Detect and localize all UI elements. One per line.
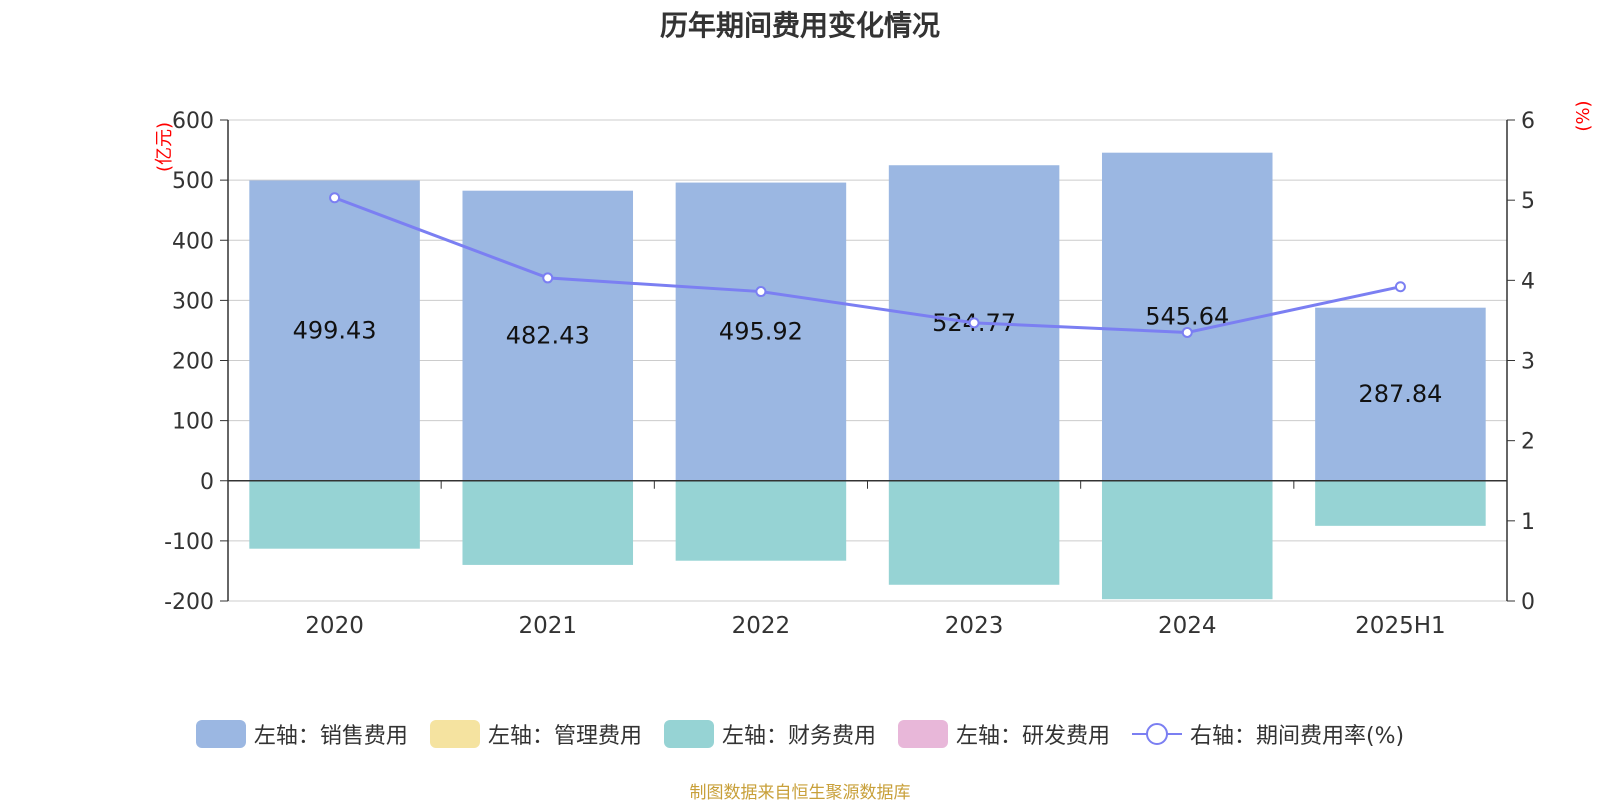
legend-line-marker	[1131, 720, 1182, 748]
right-axis-tick-label: 5	[1521, 189, 1535, 214]
line-point	[329, 192, 341, 204]
bar-sales	[1315, 307, 1486, 481]
legend-swatch	[195, 720, 246, 748]
left-axis-tick-label: -200	[164, 590, 214, 615]
legend-label: 右轴：期间费用率(%)	[1189, 724, 1405, 749]
x-axis-tick-label: 2022	[732, 613, 791, 639]
left-axis-unit: (亿元)	[154, 122, 175, 172]
left-axis-tick-label: 400	[172, 229, 214, 254]
left-axis-tick-label: 500	[172, 169, 214, 194]
data-source: 制图数据来自恒生聚源数据库	[689, 783, 911, 803]
line-point	[1394, 281, 1406, 293]
bar-finance	[888, 480, 1060, 585]
bar-value-label: 499.43	[293, 317, 377, 345]
right-axis-tick-label: 0	[1521, 590, 1535, 615]
left-axis-tick-label: 600	[172, 109, 214, 134]
bar-sales	[675, 182, 847, 481]
bar-sales	[249, 180, 420, 481]
right-axis-tick-label: 1	[1521, 510, 1535, 535]
legend-swatch	[429, 720, 480, 748]
x-axis-tick-label: 2023	[945, 613, 1004, 639]
left-axis-tick-label: -100	[164, 530, 214, 555]
bar-sales	[462, 190, 634, 481]
left-axis-tick-label: 200	[172, 350, 214, 375]
x-axis-tick-label: 2025H1	[1355, 613, 1445, 639]
bar-sales	[1101, 152, 1273, 481]
line-point	[755, 286, 767, 298]
left-axis-tick-label: 100	[172, 410, 214, 435]
right-axis-tick-label: 6	[1521, 109, 1535, 134]
legend-item[interactable]: 左轴：研发费用	[897, 718, 1110, 750]
bar-finance	[675, 480, 847, 561]
bar-value-label: 495.92	[719, 318, 803, 346]
x-axis-tick-label: 2021	[518, 613, 577, 639]
x-axis-tick-label: 2024	[1158, 613, 1217, 639]
chart-legend: 左轴：销售费用 左轴：管理费用 左轴：财务费用 左轴：研发费用 右轴：期间费用率(%)	[0, 718, 1600, 750]
legend-label: 左轴：研发费用	[955, 724, 1110, 749]
legend-label: 左轴：财务费用	[721, 724, 876, 749]
bar-value-label: 482.43	[506, 322, 590, 350]
bar-finance	[462, 480, 634, 565]
line-expense-rate	[334, 196, 1401, 334]
chart-title: 历年期间费用变化情况	[659, 9, 940, 42]
legend-label: 左轴：管理费用	[487, 724, 642, 749]
legend-swatch	[663, 720, 714, 748]
legend-label: 左轴：销售费用	[253, 724, 408, 749]
right-axis-tick-label: 4	[1521, 269, 1535, 294]
right-axis-unit: (%)	[1573, 100, 1594, 131]
legend-swatch	[897, 720, 948, 748]
line-point	[542, 272, 554, 284]
legend-item[interactable]: 左轴：销售费用	[195, 718, 408, 750]
line-point	[1181, 326, 1193, 338]
right-axis-tick-label: 3	[1521, 350, 1535, 375]
x-axis-tick-label: 2020	[305, 613, 364, 639]
legend-item[interactable]: 左轴：管理费用	[429, 718, 642, 750]
bar-value-label: 287.84	[1358, 380, 1442, 408]
bar-finance	[249, 480, 420, 549]
legend-item[interactable]: 左轴：财务费用	[663, 718, 876, 750]
line-point	[968, 317, 980, 329]
bar-finance	[1315, 480, 1486, 526]
left-axis-tick-label: 0	[200, 470, 214, 495]
right-axis-tick-label: 2	[1521, 430, 1535, 455]
legend-item[interactable]: 右轴：期间费用率(%)	[1131, 718, 1405, 750]
left-axis-tick-label: 300	[172, 289, 214, 314]
bar-finance	[1101, 480, 1273, 600]
